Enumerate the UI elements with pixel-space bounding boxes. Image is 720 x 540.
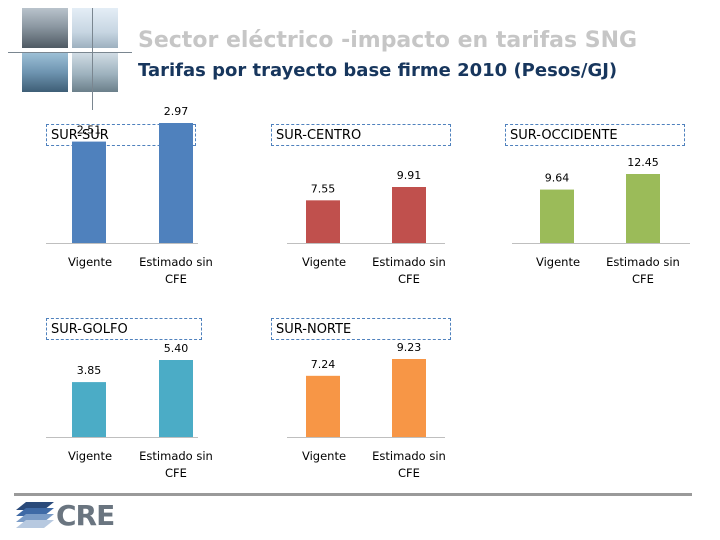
data-label: 12.45 <box>627 156 659 169</box>
data-label: 7.24 <box>311 358 336 371</box>
bar <box>159 360 193 437</box>
wind-turbines-photo <box>72 8 118 48</box>
category-label-line: CFE <box>165 466 187 480</box>
bar <box>306 375 340 437</box>
category-label: Estimado sin CFE <box>372 449 446 480</box>
category-label: Estimado sin CFE <box>139 255 213 286</box>
header-divider-horizontal <box>8 52 132 53</box>
header-photo-collage <box>22 8 118 110</box>
page-subtitle: Tarifas por trayecto base firme 2010 (Pe… <box>138 60 618 81</box>
category-label-line: Estimado sin <box>372 255 446 269</box>
bar <box>72 382 106 437</box>
bar <box>540 189 574 243</box>
category-label-line: Estimado sin <box>139 255 213 269</box>
logo-text: CRE <box>56 499 115 532</box>
bar <box>392 187 426 243</box>
panel-title-sur-occidente: SUR-OCCIDENTE <box>505 124 685 146</box>
data-label: 9.64 <box>545 172 570 185</box>
panel-title-sur-centro: SUR-CENTRO <box>271 124 451 146</box>
category-label-line: Vigente <box>68 449 112 463</box>
category-label: Vigente <box>302 255 346 269</box>
category-label: Vigente <box>68 255 112 269</box>
category-label-line: Vigente <box>68 255 112 269</box>
data-label: 9.91 <box>397 169 422 182</box>
footer-divider <box>14 493 692 496</box>
category-label: Vigente <box>302 449 346 463</box>
category-label-line: Vigente <box>536 255 580 269</box>
bar <box>626 174 660 243</box>
bar <box>72 141 106 243</box>
category-label: Estimado sin CFE <box>139 449 213 480</box>
category-label: Estimado sin CFE <box>372 255 446 286</box>
category-label: Vigente <box>536 255 580 269</box>
data-label: 5.40 <box>164 342 189 355</box>
category-label-line: Estimado sin <box>139 449 213 463</box>
category-label-line: CFE <box>398 272 420 286</box>
header-divider-vertical <box>92 8 93 110</box>
category-label-line: Estimado sin <box>372 449 446 463</box>
power-lines-photo <box>72 52 118 92</box>
category-label-line: Vigente <box>302 449 346 463</box>
page-title: Sector eléctrico -impacto en tarifas SNG <box>138 28 638 53</box>
category-label: Estimado sin CFE <box>606 255 680 286</box>
data-label: 2.97 <box>164 105 189 118</box>
cre-logo-icon <box>16 502 54 528</box>
data-label: 3.85 <box>77 364 102 377</box>
data-label: 9.23 <box>397 341 422 354</box>
panel-title-sur-golfo: SUR-GOLFO <box>46 318 202 340</box>
category-label-line: CFE <box>632 272 654 286</box>
ship-terminal-photo <box>22 52 68 92</box>
category-label-line: Estimado sin <box>606 255 680 269</box>
category-label: Vigente <box>68 449 112 463</box>
panel-title-sur-sur: SUR-SUR <box>46 124 196 146</box>
bar <box>306 200 340 243</box>
bar <box>392 359 426 437</box>
data-label: 7.55 <box>311 182 336 195</box>
panel-title-sur-norte: SUR-NORTE <box>271 318 451 340</box>
category-label-line: CFE <box>398 466 420 480</box>
industrial-plant-photo <box>22 8 68 48</box>
category-label-line: CFE <box>165 272 187 286</box>
category-label-line: Vigente <box>302 255 346 269</box>
bar <box>159 123 193 243</box>
data-label: 2.51 <box>77 124 102 137</box>
